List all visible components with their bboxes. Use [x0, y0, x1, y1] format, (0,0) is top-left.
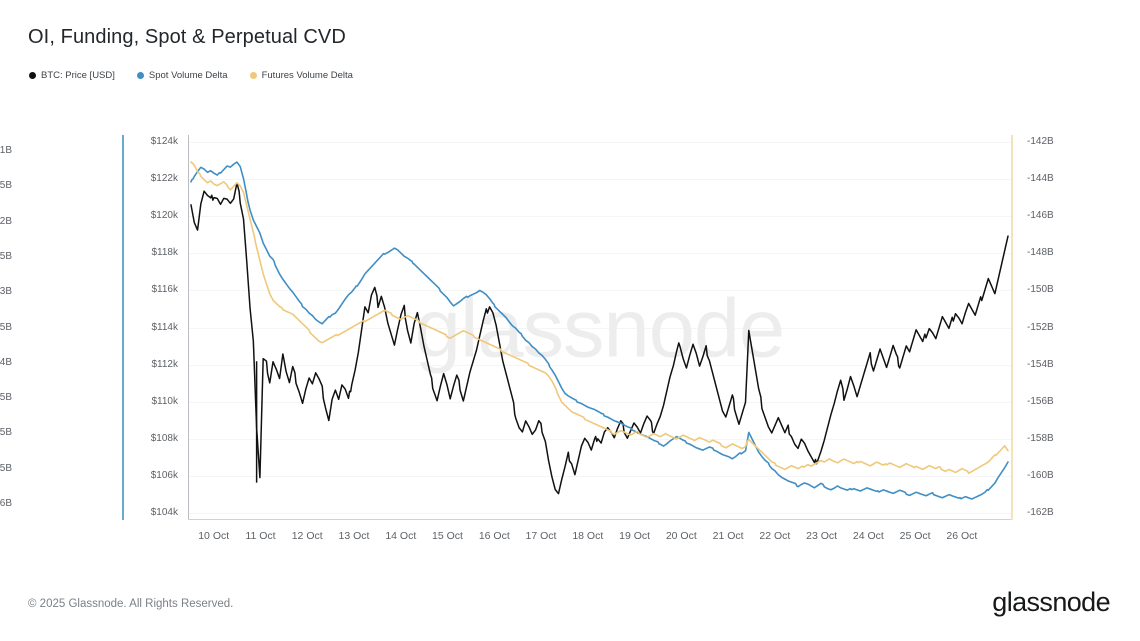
chart-legend: BTC: Price [USD] Spot Volume Delta Futures… [29, 70, 353, 81]
futures-axis-tick: -156B [1027, 395, 1054, 407]
spot-axis-tick: -43B [0, 286, 12, 298]
x-axis-tick: 24 Oct [852, 530, 884, 542]
price-axis-tick: $110k [151, 395, 178, 407]
price-axis-tick: $120k [150, 210, 178, 222]
spot-axis-tick: -42B [0, 215, 12, 227]
price-axis-tick: $116k [151, 284, 178, 296]
x-axis-tick: 25 Oct [899, 530, 931, 542]
futures-axis-tick: -146B [1027, 210, 1054, 222]
gridline [188, 475, 1011, 477]
futures-axis-tick: -150B [1027, 284, 1054, 296]
glassnode-logo: glassnode [992, 587, 1110, 617]
plot-area: glassnode [188, 135, 1011, 520]
spot-axis-tick: -44.5B [0, 392, 12, 404]
futures-axis-tick: -154B [1027, 358, 1054, 370]
price-axis-tick: $122k [150, 173, 178, 185]
futures-axis-tick: -148B [1027, 247, 1054, 259]
spot-volume-axis-line [122, 135, 124, 520]
legend-dot-icon [249, 72, 257, 79]
spot-axis-tick: -45B [0, 427, 12, 439]
x-axis-tick: 23 Oct [806, 530, 838, 542]
footer-copyright: © 2025 Glassnode. All Rights Reserved. [28, 598, 234, 610]
x-axis-tick: 15 Oct [432, 530, 463, 542]
spot-axis-tick: -43.5B [0, 321, 12, 333]
futures-axis-tick: -144B [1027, 173, 1054, 185]
price-axis-tick: $124k [150, 136, 178, 147]
x-axis-tick: 26 Oct [946, 530, 978, 542]
price-axis-tick: $118k [151, 247, 178, 259]
gridline [188, 290, 1011, 292]
gridline [188, 327, 1011, 329]
spot-axis-tick: -42.5B [0, 250, 12, 262]
legend-item-0[interactable]: BTC: Price [USD] [29, 70, 115, 81]
x-axis-tick: 18 Oct [572, 530, 604, 542]
page-title: OI, Funding, Spot & Perpetual CVD [28, 26, 346, 48]
spot-axis-tick: -46B [0, 498, 12, 509]
price-axis-tick: $106k [150, 469, 178, 481]
futures-volume-axis-line [1011, 135, 1013, 520]
price-axis-tick: $114k [151, 321, 178, 333]
futures-axis-tick: -162B [1027, 507, 1054, 518]
x-axis-tick: 17 Oct [525, 530, 557, 542]
spot-axis-tick: -45.5B [0, 462, 12, 474]
spot-axis-tick: -44B [0, 356, 12, 368]
x-axis-tick: 20 Oct [665, 530, 697, 542]
x-axis-tick: 10 Oct [198, 530, 230, 542]
legend-dot-icon [136, 72, 144, 79]
legend-item-label: Spot Volume Delta [148, 70, 228, 81]
price-axis-tick: $104k [150, 507, 178, 518]
series-line-btc-price-usd [190, 182, 1009, 495]
x-axis-tick: 12 Oct [291, 530, 323, 542]
gridline [188, 513, 1011, 514]
gridline [188, 216, 1011, 218]
gridline [188, 364, 1011, 366]
price-axis-tick: $112k [151, 358, 178, 370]
price-axis-tick: $108k [150, 432, 178, 444]
x-axis-tick: 16 Oct [478, 530, 510, 542]
legend-dot-icon [29, 72, 36, 79]
gridline [188, 142, 1011, 143]
gridline [188, 253, 1011, 255]
x-axis-tick: 19 Oct [619, 530, 651, 542]
spot-axis-tick: -41.5B [0, 180, 12, 192]
x-axis-tick: 11 Oct [245, 530, 276, 542]
gridline [188, 179, 1011, 181]
legend-item-1[interactable]: Spot Volume Delta [136, 70, 228, 81]
legend-item-label: Futures Volume Delta [261, 70, 353, 81]
futures-axis-tick: -158B [1027, 432, 1054, 444]
gridline [188, 438, 1011, 440]
legend-item-2[interactable]: Futures Volume Delta [249, 70, 353, 81]
series-line-spot-volume-delta [190, 161, 1009, 500]
series-line-futures-volume-delta [190, 161, 1009, 475]
gridline [188, 401, 1011, 403]
legend-item-label: BTC: Price [USD] [41, 70, 115, 81]
futures-axis-tick: -160B [1027, 469, 1054, 481]
x-axis-tick: 14 Oct [385, 530, 417, 542]
x-axis-tick: 22 Oct [759, 530, 791, 542]
series-svg [190, 161, 1009, 500]
futures-axis-tick: -152B [1027, 321, 1054, 333]
x-axis-tick: 21 Oct [712, 530, 744, 542]
plot-left-border [188, 135, 189, 520]
plot-bottom-border [188, 519, 1011, 520]
x-axis-tick: 13 Oct [338, 530, 370, 542]
spot-axis-tick: -41B [0, 145, 12, 156]
futures-axis-tick: -142B [1027, 136, 1054, 147]
